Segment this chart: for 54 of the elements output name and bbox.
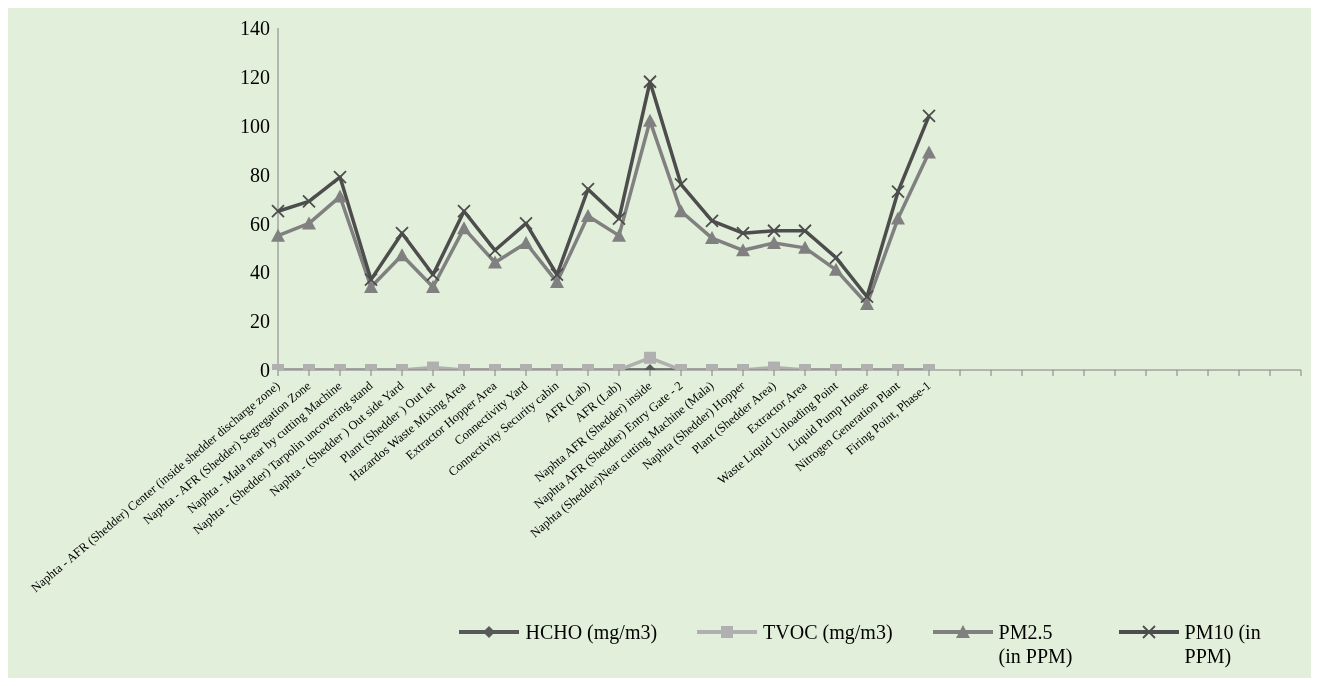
point (426, 279, 440, 293)
y-tick-label: 40 (250, 261, 270, 284)
point (860, 289, 874, 304)
point (922, 145, 936, 159)
point (922, 109, 936, 123)
point (302, 216, 316, 230)
point (550, 275, 564, 289)
y-tick-label: 80 (250, 163, 270, 186)
point (302, 194, 316, 209)
point (519, 216, 533, 231)
legend-label: HCHO (mg/m3) (525, 620, 658, 644)
point (891, 211, 905, 225)
point (674, 204, 688, 218)
point (612, 211, 626, 226)
point (581, 182, 595, 197)
point (519, 235, 533, 249)
point (860, 297, 874, 311)
point (364, 272, 378, 287)
point (736, 226, 750, 241)
point (395, 248, 409, 262)
legend-label: TVOC (mg/m3) (763, 620, 893, 644)
point (705, 214, 719, 228)
point (767, 235, 781, 249)
point (550, 267, 564, 282)
y-tick-label: 140 (240, 17, 270, 40)
point (395, 226, 409, 241)
point (271, 204, 285, 219)
point (736, 243, 750, 257)
point (581, 209, 595, 223)
y-tick-label: 60 (250, 212, 270, 235)
point (333, 170, 347, 184)
point (705, 231, 719, 245)
point (333, 189, 347, 203)
point (457, 204, 471, 219)
y-tick-label: 120 (240, 65, 270, 88)
point (426, 267, 440, 282)
point (674, 177, 688, 192)
point (798, 223, 812, 238)
point (767, 223, 781, 238)
point (798, 240, 812, 254)
legend-label: PM10 (in PPM) (1184, 620, 1262, 668)
point (364, 279, 378, 293)
y-tick-label: 100 (240, 114, 270, 137)
point (829, 262, 843, 276)
point (891, 184, 905, 199)
point (612, 228, 626, 242)
point (488, 255, 502, 269)
point (829, 250, 843, 265)
y-tick-label: 0 (260, 359, 270, 382)
point (488, 243, 502, 258)
point (457, 221, 471, 235)
legend-label: PM2.5 (in PPM) (998, 620, 1074, 668)
y-tick-label: 20 (250, 310, 270, 333)
point (271, 228, 285, 242)
